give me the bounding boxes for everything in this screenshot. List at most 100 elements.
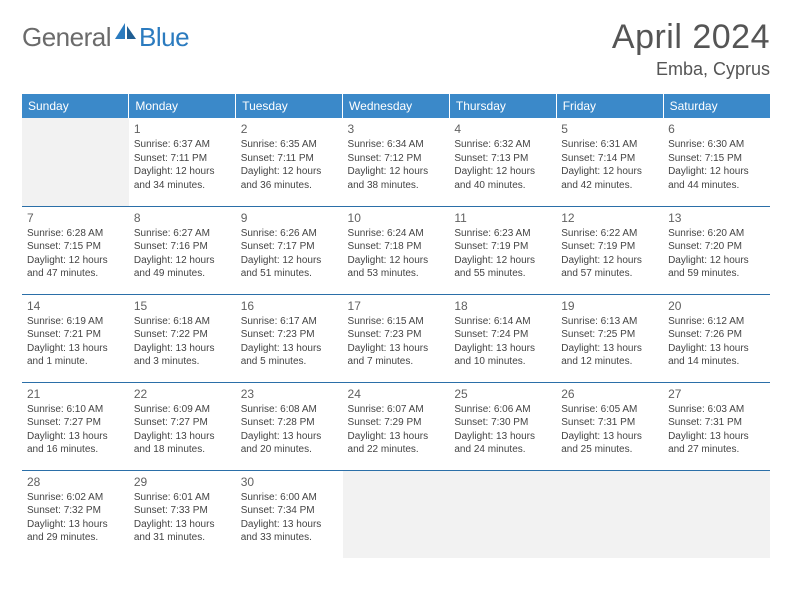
day-cell: 30 Sunrise: 6:00 AMSunset: 7:34 PMDayligh… [236,470,343,558]
day-cell: 3 Sunrise: 6:34 AMSunset: 7:12 PMDaylight… [343,118,450,206]
day-cell: 29 Sunrise: 6:01 AMSunset: 7:33 PMDayligh… [129,470,236,558]
day-number: 30 [241,475,338,489]
logo-text-general: General [22,22,111,53]
day-number: 20 [668,299,765,313]
day-number: 8 [134,211,231,225]
day-info: Sunrise: 6:24 AMSunset: 7:18 PMDaylight:… [348,227,445,281]
day-info: Sunrise: 6:03 AMSunset: 7:31 PMDaylight:… [668,403,765,457]
empty-cell [449,470,556,558]
day-cell: 10 Sunrise: 6:24 AMSunset: 7:18 PMDayligh… [343,206,450,294]
day-cell: 5 Sunrise: 6:31 AMSunset: 7:14 PMDaylight… [556,118,663,206]
weekday-header: Thursday [449,94,556,118]
weekday-header: Friday [556,94,663,118]
day-number: 5 [561,122,658,136]
day-number: 12 [561,211,658,225]
day-cell: 16 Sunrise: 6:17 AMSunset: 7:23 PMDayligh… [236,294,343,382]
day-info: Sunrise: 6:09 AMSunset: 7:27 PMDaylight:… [134,403,231,457]
calendar-header-row: SundayMondayTuesdayWednesdayThursdayFrid… [22,94,770,118]
day-info: Sunrise: 6:10 AMSunset: 7:27 PMDaylight:… [27,403,124,457]
day-cell: 13Sunrise: 6:20 AMSunset: 7:20 PMDayligh… [663,206,770,294]
day-cell: 19Sunrise: 6:13 AMSunset: 7:25 PMDayligh… [556,294,663,382]
day-cell: 22 Sunrise: 6:09 AMSunset: 7:27 PMDayligh… [129,382,236,470]
day-number: 7 [27,211,124,225]
day-info: Sunrise: 6:34 AMSunset: 7:12 PMDaylight:… [348,138,445,192]
day-number: 6 [668,122,765,136]
calendar-row: 7 Sunrise: 6:28 AMSunset: 7:15 PMDaylight… [22,206,770,294]
day-cell: 11 Sunrise: 6:23 AMSunset: 7:19 PMDayligh… [449,206,556,294]
day-info: Sunrise: 6:31 AMSunset: 7:14 PMDaylight:… [561,138,658,192]
day-number: 17 [348,299,445,313]
day-info: Sunrise: 6:02 AMSunset: 7:32 PMDaylight:… [27,491,124,545]
calendar-row: 28 Sunrise: 6:02 AMSunset: 7:32 PMDayligh… [22,470,770,558]
day-number: 29 [134,475,231,489]
day-number: 28 [27,475,124,489]
day-cell: 25 Sunrise: 6:06 AMSunset: 7:30 PMDayligh… [449,382,556,470]
day-cell: 2 Sunrise: 6:35 AMSunset: 7:11 PMDaylight… [236,118,343,206]
day-info: Sunrise: 6:35 AMSunset: 7:11 PMDaylight:… [241,138,338,192]
day-number: 15 [134,299,231,313]
day-number: 24 [348,387,445,401]
empty-cell [663,470,770,558]
day-info: Sunrise: 6:06 AMSunset: 7:30 PMDaylight:… [454,403,551,457]
day-number: 10 [348,211,445,225]
day-number: 4 [454,122,551,136]
day-number: 21 [27,387,124,401]
logo-text-blue: Blue [139,22,189,53]
empty-cell [22,118,129,206]
day-number: 26 [561,387,658,401]
day-info: Sunrise: 6:30 AMSunset: 7:15 PMDaylight:… [668,138,765,192]
day-number: 11 [454,211,551,225]
day-cell: 1Sunrise: 6:37 AMSunset: 7:11 PMDaylight… [129,118,236,206]
day-cell: 4 Sunrise: 6:32 AMSunset: 7:13 PMDaylight… [449,118,556,206]
day-number: 22 [134,387,231,401]
day-info: Sunrise: 6:26 AMSunset: 7:17 PMDaylight:… [241,227,338,281]
day-info: Sunrise: 6:27 AMSunset: 7:16 PMDaylight:… [134,227,231,281]
calendar-row: 14 Sunrise: 6:19 AMSunset: 7:21 PMDayligh… [22,294,770,382]
day-number: 25 [454,387,551,401]
calendar-row: 21 Sunrise: 6:10 AMSunset: 7:27 PMDayligh… [22,382,770,470]
day-number: 14 [27,299,124,313]
day-cell: 17Sunrise: 6:15 AMSunset: 7:23 PMDayligh… [343,294,450,382]
logo: General Blue [22,22,189,53]
day-cell: 21 Sunrise: 6:10 AMSunset: 7:27 PMDayligh… [22,382,129,470]
day-info: Sunrise: 6:23 AMSunset: 7:19 PMDaylight:… [454,227,551,281]
day-number: 16 [241,299,338,313]
day-cell: 18Sunrise: 6:14 AMSunset: 7:24 PMDayligh… [449,294,556,382]
day-cell: 24 Sunrise: 6:07 AMSunset: 7:29 PMDayligh… [343,382,450,470]
header: General Blue April 2024 Emba, Cyprus [22,18,770,80]
day-info: Sunrise: 6:18 AMSunset: 7:22 PMDaylight:… [134,315,231,369]
day-number: 23 [241,387,338,401]
calendar-row: 1Sunrise: 6:37 AMSunset: 7:11 PMDaylight… [22,118,770,206]
day-cell: 9Sunrise: 6:26 AMSunset: 7:17 PMDaylight… [236,206,343,294]
empty-cell [556,470,663,558]
day-info: Sunrise: 6:19 AMSunset: 7:21 PMDaylight:… [27,315,124,369]
day-info: Sunrise: 6:01 AMSunset: 7:33 PMDaylight:… [134,491,231,545]
day-cell: 15 Sunrise: 6:18 AMSunset: 7:22 PMDayligh… [129,294,236,382]
weekday-header: Monday [129,94,236,118]
calendar-table: SundayMondayTuesdayWednesdayThursdayFrid… [22,94,770,558]
day-info: Sunrise: 6:28 AMSunset: 7:15 PMDaylight:… [27,227,124,281]
day-info: Sunrise: 6:22 AMSunset: 7:19 PMDaylight:… [561,227,658,281]
day-info: Sunrise: 6:32 AMSunset: 7:13 PMDaylight:… [454,138,551,192]
day-number: 19 [561,299,658,313]
day-number: 2 [241,122,338,136]
day-cell: 20 Sunrise: 6:12 AMSunset: 7:26 PMDayligh… [663,294,770,382]
empty-cell [343,470,450,558]
day-info: Sunrise: 6:00 AMSunset: 7:34 PMDaylight:… [241,491,338,545]
weekday-header: Sunday [22,94,129,118]
location: Emba, Cyprus [612,59,770,80]
day-info: Sunrise: 6:12 AMSunset: 7:26 PMDaylight:… [668,315,765,369]
day-cell: 26 Sunrise: 6:05 AMSunset: 7:31 PMDayligh… [556,382,663,470]
logo-sail-icon [115,22,137,45]
day-info: Sunrise: 6:05 AMSunset: 7:31 PMDaylight:… [561,403,658,457]
day-number: 18 [454,299,551,313]
calendar-body: 1Sunrise: 6:37 AMSunset: 7:11 PMDaylight… [22,118,770,558]
day-number: 27 [668,387,765,401]
day-info: Sunrise: 6:17 AMSunset: 7:23 PMDaylight:… [241,315,338,369]
day-number: 3 [348,122,445,136]
day-info: Sunrise: 6:07 AMSunset: 7:29 PMDaylight:… [348,403,445,457]
month-title: April 2024 [612,18,770,57]
weekday-header: Tuesday [236,94,343,118]
day-info: Sunrise: 6:08 AMSunset: 7:28 PMDaylight:… [241,403,338,457]
day-cell: 23 Sunrise: 6:08 AMSunset: 7:28 PMDayligh… [236,382,343,470]
